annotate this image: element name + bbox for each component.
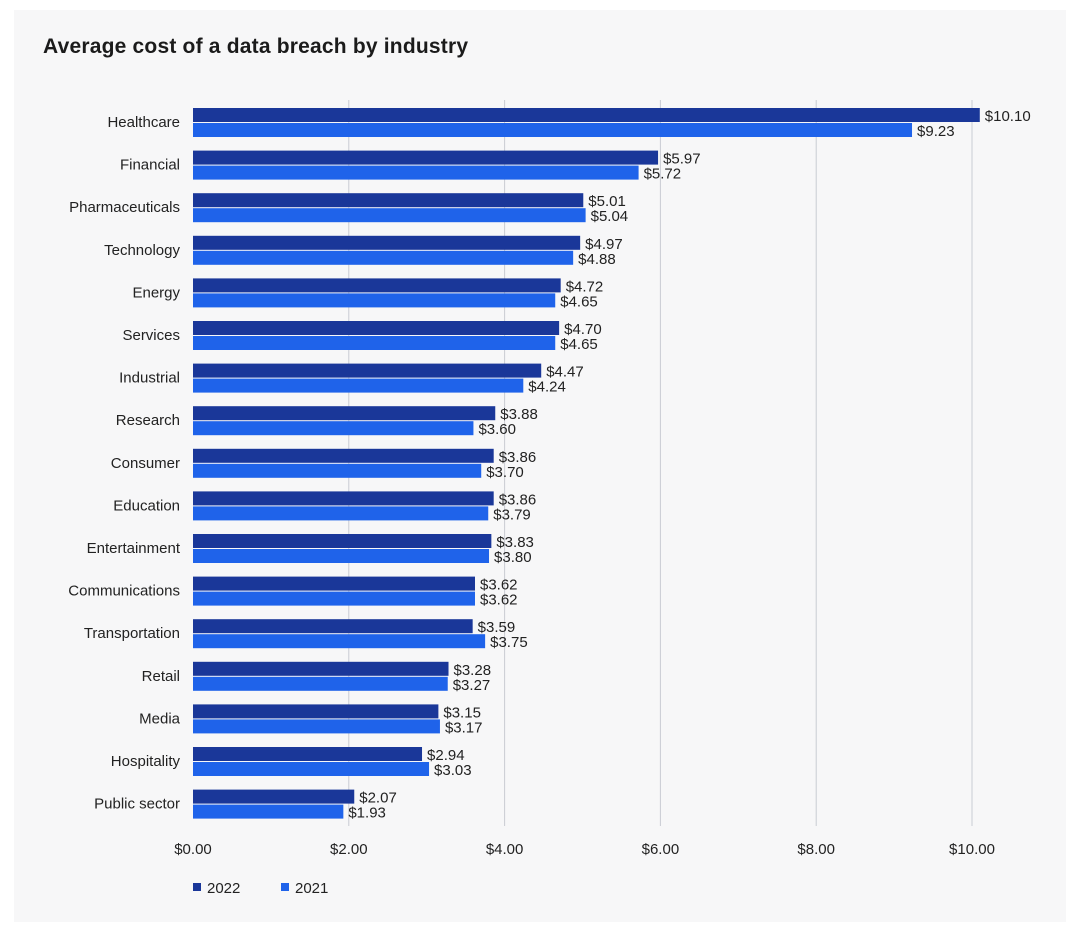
data-label-2021: $3.17 bbox=[445, 719, 483, 736]
data-label-2021: $9.23 bbox=[917, 123, 955, 140]
data-label-2022: $3.86 bbox=[499, 491, 537, 508]
data-label-2022: $2.07 bbox=[359, 790, 397, 807]
category-label: Consumer bbox=[111, 455, 180, 472]
bar-2021 bbox=[193, 208, 586, 223]
data-label-2021: $4.24 bbox=[528, 379, 566, 396]
category-label: Entertainment bbox=[87, 540, 181, 557]
bar-2022 bbox=[193, 406, 496, 421]
data-label-2022: $3.62 bbox=[480, 577, 518, 594]
bar-2022 bbox=[193, 448, 494, 463]
data-label-2021: $3.62 bbox=[480, 592, 518, 609]
x-tick-label: $2.00 bbox=[330, 841, 368, 858]
bar-2022 bbox=[193, 235, 581, 250]
bar-2022 bbox=[193, 363, 542, 378]
x-tick-label: $10.00 bbox=[949, 841, 995, 858]
data-label-2021: $5.04 bbox=[591, 208, 629, 225]
bar-2021 bbox=[193, 123, 913, 137]
category-label: Retail bbox=[142, 668, 180, 685]
data-label-2022: $3.28 bbox=[454, 662, 492, 679]
category-label: Pharmaceuticals bbox=[69, 199, 180, 216]
category-label: Transportation bbox=[84, 625, 180, 642]
data-label-2022: $3.86 bbox=[499, 449, 537, 466]
bar-2021 bbox=[193, 463, 482, 478]
chart-title: Average cost of a data breach by industr… bbox=[43, 35, 469, 58]
data-label-2022: $4.72 bbox=[566, 278, 604, 295]
x-tick-label: $4.00 bbox=[486, 841, 524, 858]
bar-2022 bbox=[193, 491, 494, 506]
bar-2022 bbox=[193, 193, 584, 208]
bar-2021 bbox=[193, 762, 430, 776]
data-label-2021: $4.88 bbox=[578, 251, 616, 268]
bar-2022 bbox=[193, 321, 560, 335]
legend-label-2022: 2022 bbox=[207, 880, 240, 897]
category-label: Communications bbox=[68, 583, 180, 600]
data-label-2022: $5.97 bbox=[663, 151, 701, 168]
data-label-2021: $5.72 bbox=[644, 166, 682, 183]
bar-2021 bbox=[193, 549, 490, 563]
data-label-2022: $3.83 bbox=[496, 534, 534, 551]
bar-2022 bbox=[193, 108, 980, 122]
data-label-2022: $3.15 bbox=[443, 704, 481, 721]
data-label-2022: $3.59 bbox=[478, 619, 516, 636]
bar-2022 bbox=[193, 534, 492, 548]
data-label-2022: $5.01 bbox=[588, 193, 626, 210]
legend-label-2021: 2021 bbox=[295, 880, 328, 897]
data-label-2022: $4.97 bbox=[585, 236, 623, 253]
data-label-2021: $4.65 bbox=[560, 336, 598, 353]
legend-swatch-2022 bbox=[193, 883, 201, 891]
data-label-2022: $4.70 bbox=[564, 321, 602, 338]
category-label: Industrial bbox=[119, 370, 180, 387]
bar-2021 bbox=[193, 804, 344, 819]
bar-2021 bbox=[193, 378, 524, 393]
bar-2021 bbox=[193, 634, 486, 649]
x-tick-label: $8.00 bbox=[797, 841, 835, 858]
category-label: Technology bbox=[104, 242, 180, 259]
category-label: Media bbox=[139, 710, 181, 727]
bar-2021 bbox=[193, 506, 489, 521]
bar-2021 bbox=[193, 421, 474, 436]
data-label-2022: $4.47 bbox=[546, 364, 584, 381]
bar-2021 bbox=[193, 591, 475, 606]
x-tick-label: $0.00 bbox=[174, 841, 212, 858]
data-label-2021: $4.65 bbox=[560, 293, 598, 310]
category-label: Energy bbox=[132, 284, 180, 301]
category-label: Education bbox=[113, 497, 180, 514]
x-tick-label: $6.00 bbox=[642, 841, 680, 858]
bar-2021 bbox=[193, 676, 448, 691]
data-label-2021: $3.75 bbox=[490, 634, 528, 651]
bar-2022 bbox=[193, 704, 439, 719]
data-label-2021: $3.70 bbox=[486, 464, 524, 481]
category-label: Financial bbox=[120, 157, 180, 174]
bar-2021 bbox=[193, 336, 556, 350]
bar-2022 bbox=[193, 619, 473, 634]
data-label-2021: $3.27 bbox=[453, 677, 491, 694]
category-label: Hospitality bbox=[111, 753, 181, 770]
category-label: Research bbox=[116, 412, 180, 429]
bar-2022 bbox=[193, 789, 355, 804]
data-label-2021: $3.03 bbox=[434, 762, 472, 779]
data-label-2021: $3.79 bbox=[493, 506, 531, 523]
category-label: Public sector bbox=[94, 796, 180, 813]
bar-2022 bbox=[193, 576, 475, 591]
data-label-2022: $3.88 bbox=[500, 406, 538, 423]
bar-2021 bbox=[193, 293, 556, 308]
bar-2022 bbox=[193, 278, 561, 293]
category-label: Healthcare bbox=[107, 114, 180, 131]
data-label-2021: $1.93 bbox=[348, 805, 386, 822]
legend-swatch-2021 bbox=[281, 883, 289, 891]
data-label-2022: $2.94 bbox=[427, 747, 465, 764]
bar-2022 bbox=[193, 661, 449, 676]
category-label: Services bbox=[122, 327, 180, 344]
bar-2021 bbox=[193, 165, 639, 180]
data-label-2022: $10.10 bbox=[985, 108, 1031, 125]
bar-2021 bbox=[193, 719, 440, 734]
bar-2022 bbox=[193, 747, 423, 761]
bar-2022 bbox=[193, 150, 659, 165]
data-label-2021: $3.60 bbox=[478, 421, 516, 438]
bar-2021 bbox=[193, 250, 574, 265]
data-label-2021: $3.80 bbox=[494, 549, 532, 566]
